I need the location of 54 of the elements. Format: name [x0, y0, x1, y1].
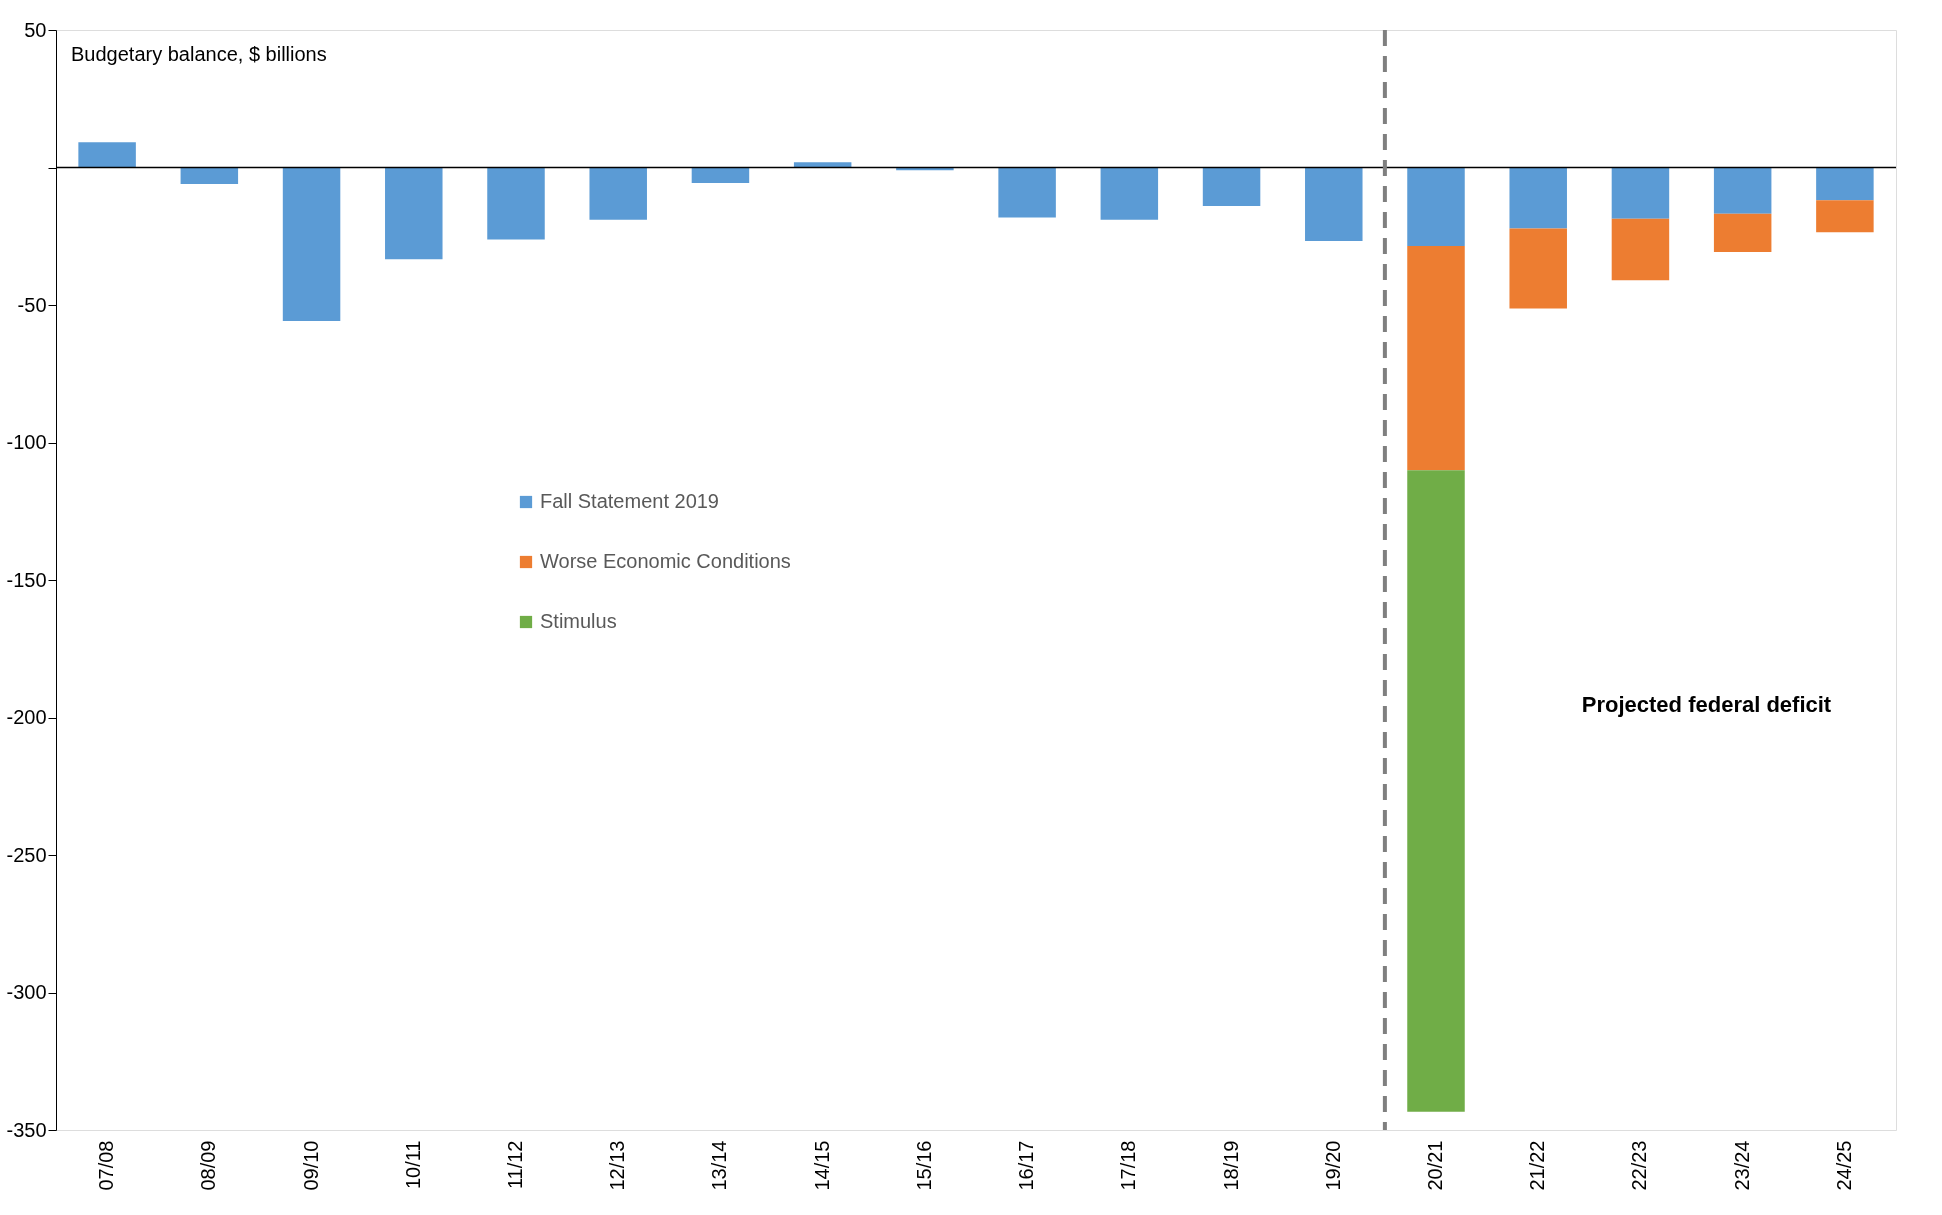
- bar: [385, 167, 443, 260]
- x-tick-label: 23/24: [1730, 1140, 1753, 1191]
- y-tick-label: -200: [6, 706, 47, 728]
- x-tick-label: 09/10: [299, 1140, 322, 1191]
- x-tick-label: 15/16: [912, 1140, 935, 1191]
- bar: [1816, 200, 1874, 233]
- bar: [1407, 470, 1465, 1112]
- y-tick-label: -250: [6, 843, 47, 866]
- x-tick-label: 14/15: [810, 1140, 833, 1191]
- x-tick-label: 10/11: [401, 1140, 424, 1190]
- legend-label: Fall Statement 2019: [540, 490, 719, 512]
- bar: [1509, 167, 1567, 229]
- bar: [1611, 218, 1670, 281]
- y-tick-label: -300: [6, 981, 47, 1003]
- bar: [1100, 167, 1159, 220]
- bar: [793, 162, 852, 168]
- x-tick-label: 08/09: [197, 1140, 220, 1191]
- x-tick-label: 24/25: [1832, 1140, 1855, 1191]
- x-tick-label: 16/17: [1015, 1140, 1038, 1191]
- bar: [78, 142, 136, 168]
- bar: [1202, 167, 1261, 206]
- bar: [1305, 167, 1363, 241]
- bar: [589, 167, 647, 220]
- x-tick-label: 12/13: [606, 1140, 629, 1191]
- x-tick-label: 18/19: [1219, 1140, 1242, 1191]
- x-tick-label: 20/21: [1424, 1140, 1446, 1191]
- bar: [1407, 167, 1465, 246]
- y-tick-label: -350: [6, 1118, 47, 1141]
- annotation: Projected federal deficit: [1581, 692, 1832, 718]
- bar: [1816, 167, 1874, 201]
- y-tick-label: -150: [6, 568, 47, 591]
- bar: [180, 167, 239, 184]
- y-tick-label: 50: [24, 18, 47, 41]
- bar: [1713, 213, 1772, 252]
- bar: [691, 167, 750, 183]
- x-tick-label: 19/20: [1321, 1140, 1344, 1191]
- bar: [1713, 167, 1772, 214]
- bar: [1509, 228, 1567, 309]
- x-tick-label: 17/18: [1117, 1140, 1140, 1191]
- legend-label: Worse Economic Conditions: [540, 550, 791, 572]
- bar: [487, 167, 545, 240]
- bar: [282, 167, 341, 321]
- x-tick-label: 22/23: [1628, 1140, 1651, 1191]
- x-tick-label: 11/12: [504, 1140, 526, 1190]
- legend-label: Stimulus: [540, 610, 617, 632]
- y-tick-label: -100: [6, 431, 47, 453]
- x-tick-label: 21/22: [1526, 1140, 1549, 1191]
- bar: [998, 167, 1056, 218]
- x-tick-label: 07/08: [95, 1140, 118, 1191]
- y-tick-label: -50: [17, 293, 47, 316]
- bar: [1611, 167, 1670, 219]
- bar: [1407, 245, 1465, 471]
- y-axis-title: Budgetary balance, $ billions: [71, 43, 327, 65]
- x-tick-label: 13/14: [708, 1140, 731, 1191]
